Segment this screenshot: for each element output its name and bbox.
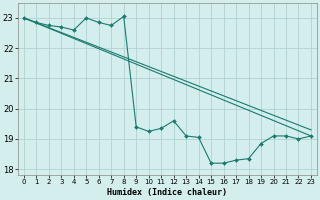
X-axis label: Humidex (Indice chaleur): Humidex (Indice chaleur) bbox=[108, 188, 228, 197]
